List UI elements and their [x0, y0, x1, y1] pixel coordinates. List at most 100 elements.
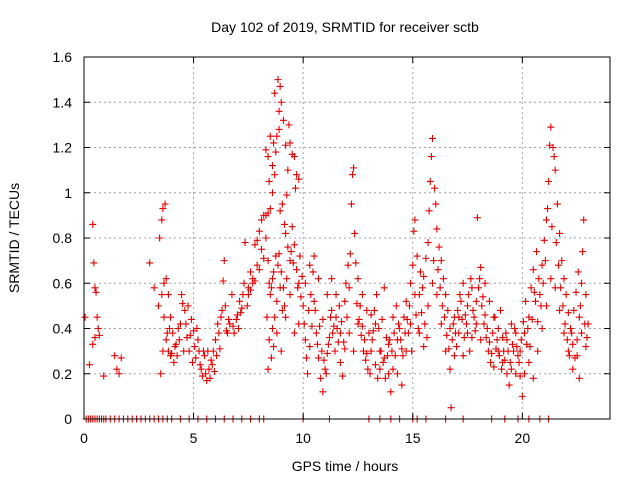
data-point [267, 354, 275, 362]
data-point [424, 239, 432, 247]
data-point [306, 261, 314, 269]
data-point [475, 284, 482, 292]
data-point [258, 245, 266, 253]
data-point [89, 220, 97, 228]
data-point [459, 352, 467, 360]
data-point [380, 284, 388, 292]
data-point [505, 381, 513, 389]
data-point [572, 288, 580, 296]
data-point [266, 291, 274, 299]
data-point [389, 365, 397, 373]
data-point [174, 325, 182, 332]
data-point [506, 358, 514, 366]
data-point [348, 171, 356, 179]
data-point [273, 329, 281, 337]
data-point [115, 370, 123, 378]
data-point [489, 329, 497, 337]
data-point [266, 205, 274, 213]
data-point [193, 325, 201, 332]
data-point [270, 268, 278, 276]
data-point [545, 177, 553, 185]
data-point [461, 311, 469, 319]
data-point [85, 361, 93, 369]
data-point [146, 259, 154, 267]
data-point [197, 365, 205, 373]
data-point [399, 352, 407, 360]
data-point [436, 284, 444, 292]
data-point [344, 261, 352, 269]
data-point [323, 349, 331, 357]
data-point [272, 252, 280, 260]
data-point [361, 336, 369, 344]
data-point [160, 279, 168, 287]
data-point [350, 347, 358, 355]
data-point [175, 336, 183, 344]
data-point [398, 345, 406, 353]
data-point [324, 340, 332, 348]
data-point [202, 370, 210, 378]
data-point [414, 325, 422, 332]
data-point [89, 340, 97, 348]
data-point [416, 268, 424, 276]
data-point [277, 268, 285, 276]
data-point [274, 76, 282, 84]
data-point [319, 388, 327, 396]
data-point [398, 381, 406, 389]
data-point [302, 354, 310, 362]
data-point [516, 372, 524, 380]
data-point [569, 365, 577, 373]
data-point [468, 284, 476, 292]
data-point [395, 320, 403, 328]
data-point [418, 309, 426, 317]
data-point [573, 352, 581, 360]
data-point [366, 370, 374, 378]
data-point [284, 243, 292, 251]
data-point [300, 320, 308, 328]
data-point [301, 336, 309, 344]
data-point [469, 306, 477, 314]
data-point [553, 200, 561, 208]
data-point [340, 338, 348, 346]
data-point [158, 216, 166, 224]
data-point [468, 334, 476, 342]
data-point [283, 191, 291, 199]
data-point [378, 315, 386, 323]
y-tick-label: 1.4 [53, 94, 73, 110]
data-point [325, 334, 333, 342]
data-point [164, 347, 172, 355]
y-tick-label: 0.8 [53, 230, 73, 246]
data-point [564, 347, 572, 355]
data-point [503, 370, 511, 378]
data-point [309, 268, 317, 276]
data-point [389, 313, 397, 321]
data-point [397, 336, 405, 344]
y-tick-label: 1 [64, 185, 72, 201]
data-point [547, 123, 555, 131]
data-point [420, 272, 428, 280]
data-point [339, 372, 347, 380]
data-point [338, 318, 346, 326]
y-tick-label: 0.6 [53, 275, 73, 291]
data-point [450, 352, 458, 360]
data-point [318, 347, 326, 355]
data-point [534, 318, 542, 326]
data-point [466, 347, 474, 355]
data-point [295, 279, 303, 287]
data-point [91, 284, 99, 292]
data-point [162, 275, 170, 283]
data-point [512, 370, 520, 378]
data-point [479, 293, 487, 301]
data-point [247, 268, 255, 276]
data-point [477, 336, 485, 344]
data-point [243, 302, 251, 310]
data-point [100, 372, 108, 380]
x-tick-label: 10 [295, 430, 311, 446]
data-point [578, 329, 586, 337]
data-point [194, 336, 202, 344]
data-point [278, 200, 286, 208]
data-point [263, 313, 271, 321]
data-point [237, 309, 245, 317]
data-point [550, 153, 558, 161]
data-point [159, 205, 167, 213]
data-point [560, 275, 568, 283]
